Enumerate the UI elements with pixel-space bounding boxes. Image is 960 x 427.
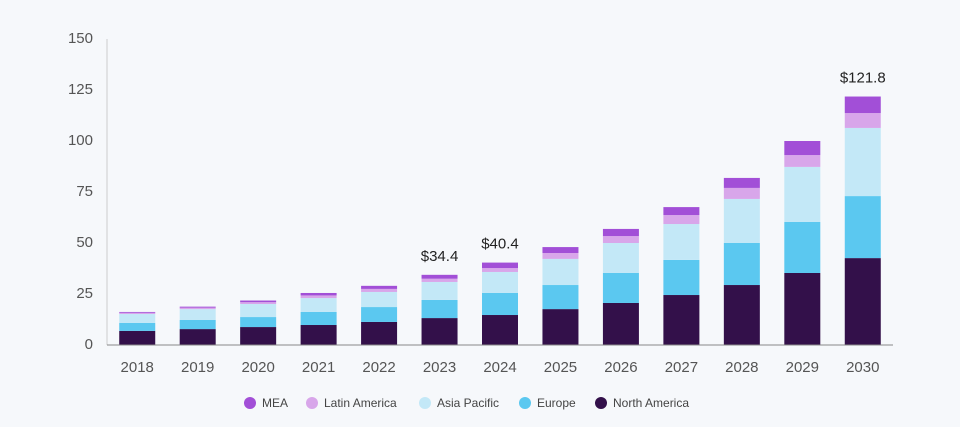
legend-marker bbox=[244, 397, 256, 409]
legend-label: Asia Pacific bbox=[437, 396, 499, 410]
bar-segment bbox=[663, 207, 700, 216]
bar-segment bbox=[119, 312, 156, 314]
bar-segment bbox=[542, 247, 579, 253]
bar-segment bbox=[844, 258, 881, 345]
bar-segment bbox=[300, 298, 337, 312]
y-tick-label: 0 bbox=[85, 336, 93, 353]
bar-segment bbox=[542, 252, 579, 259]
bar-segment bbox=[663, 295, 700, 345]
bar-segment bbox=[482, 271, 518, 293]
legend-label: Europe bbox=[537, 396, 576, 410]
y-tick-label: 150 bbox=[68, 30, 93, 47]
bar-segment bbox=[602, 228, 639, 237]
bar-segment bbox=[179, 307, 216, 310]
bar-segment bbox=[421, 318, 458, 345]
bar-segment bbox=[784, 272, 821, 345]
x-tick-label: 2024 bbox=[483, 359, 516, 376]
bar-segment bbox=[723, 198, 760, 243]
x-tick-label: 2028 bbox=[725, 359, 758, 376]
bar-segment bbox=[844, 96, 881, 114]
bar-segment bbox=[119, 322, 156, 331]
legend-label: MEA bbox=[262, 396, 288, 410]
x-tick-label: 2019 bbox=[181, 359, 214, 376]
bar-segment bbox=[179, 309, 216, 320]
bar-segment bbox=[179, 329, 216, 345]
bar-segment bbox=[542, 285, 579, 310]
bar-segment bbox=[179, 306, 216, 308]
bar-segment bbox=[421, 281, 458, 300]
x-tick-label: 2026 bbox=[604, 359, 637, 376]
bar-segment bbox=[542, 258, 579, 286]
bar-segment bbox=[240, 302, 277, 304]
legend-label: Latin America bbox=[324, 396, 397, 410]
bar-segment bbox=[784, 221, 821, 273]
x-tick-label: 2030 bbox=[846, 359, 879, 376]
bar-segment bbox=[482, 315, 518, 345]
bar-segment bbox=[542, 309, 579, 345]
bar-segment bbox=[482, 262, 518, 269]
total-label: $40.4 bbox=[481, 236, 519, 253]
x-tick-label: 2023 bbox=[423, 359, 456, 376]
bar-segment bbox=[602, 243, 639, 273]
bar-segment bbox=[421, 278, 458, 282]
bar-segment bbox=[844, 127, 881, 197]
y-tick-label: 75 bbox=[76, 183, 93, 200]
bar-segment bbox=[602, 272, 639, 303]
bar-segment bbox=[300, 311, 337, 326]
x-tick-label: 2020 bbox=[241, 359, 274, 376]
y-tick-label: 125 bbox=[68, 81, 93, 98]
bar-segment bbox=[784, 155, 821, 167]
legend-marker bbox=[419, 397, 431, 409]
bar-segment bbox=[482, 292, 518, 316]
bar-segment bbox=[240, 317, 277, 328]
bar-segment bbox=[179, 319, 216, 330]
bar-segment bbox=[361, 321, 398, 345]
bar-segment bbox=[240, 327, 277, 345]
bar-segment bbox=[361, 291, 398, 308]
bar-segment bbox=[361, 285, 398, 289]
bar-segment bbox=[119, 313, 156, 323]
bar-segment bbox=[784, 141, 821, 156]
x-tick-label: 2021 bbox=[302, 359, 335, 376]
y-tick-label: 100 bbox=[68, 132, 93, 149]
bar-segment bbox=[300, 295, 337, 299]
x-tick-label: 2029 bbox=[786, 359, 819, 376]
bar-segment bbox=[723, 187, 760, 199]
y-tick-label: 50 bbox=[76, 234, 93, 251]
y-tick-label: 25 bbox=[76, 285, 93, 302]
bar-segment bbox=[602, 302, 639, 345]
legend-marker bbox=[595, 397, 607, 409]
legend-marker bbox=[519, 397, 531, 409]
bar-segment bbox=[663, 259, 700, 296]
bar-segment bbox=[602, 236, 639, 243]
bar-segment bbox=[723, 285, 760, 345]
bar-segment bbox=[844, 196, 881, 259]
bar-segment bbox=[300, 292, 337, 296]
x-tick-label: 2027 bbox=[665, 359, 698, 376]
bar-segment bbox=[119, 330, 156, 345]
legend-label: North America bbox=[613, 396, 689, 410]
bar-segment bbox=[482, 268, 518, 272]
bar-segment bbox=[300, 325, 337, 345]
x-tick-label: 2022 bbox=[362, 359, 395, 376]
bar-segment bbox=[663, 224, 700, 260]
bar-segment bbox=[723, 243, 760, 286]
bar-segment bbox=[844, 113, 881, 128]
bar-segment bbox=[421, 274, 458, 279]
x-tick-label: 2018 bbox=[121, 359, 154, 376]
bar-segment bbox=[421, 299, 458, 319]
legend-marker bbox=[306, 397, 318, 409]
bar-segment bbox=[361, 288, 398, 292]
total-label: $121.8 bbox=[840, 69, 886, 86]
bar-segment bbox=[240, 303, 277, 318]
x-tick-label: 2025 bbox=[544, 359, 577, 376]
total-label: $34.4 bbox=[421, 248, 459, 265]
bar-segment bbox=[119, 311, 156, 313]
bar-segment bbox=[723, 177, 760, 188]
bar-segment bbox=[361, 307, 398, 322]
bar-segment bbox=[784, 166, 821, 222]
bar-segment bbox=[240, 300, 277, 303]
bar-segment bbox=[663, 215, 700, 225]
